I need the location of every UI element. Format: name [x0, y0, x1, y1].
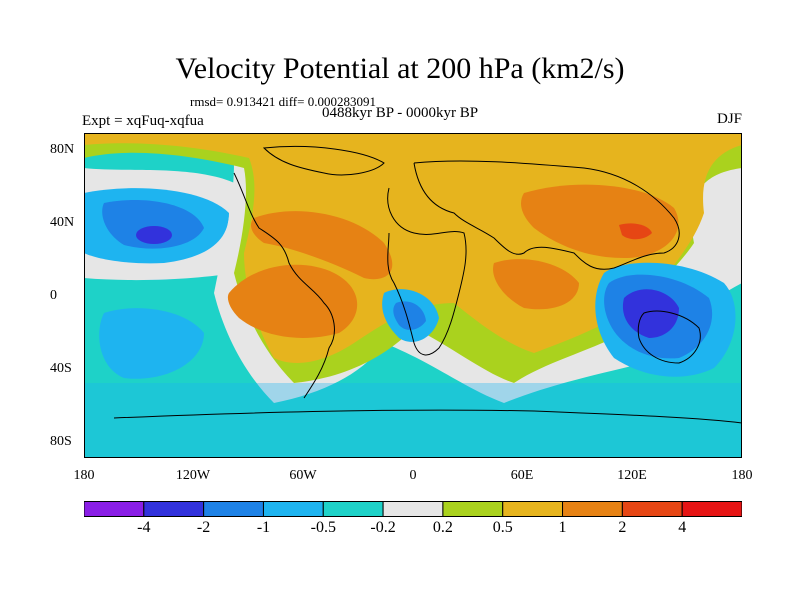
- negative-region-maritime-core: [622, 289, 679, 338]
- colorbar-label: -0.2: [370, 519, 396, 536]
- x-tick: 180: [731, 468, 753, 483]
- colorbar-box: [84, 501, 145, 517]
- y-tick: 0: [50, 288, 57, 303]
- colorbar-box: [322, 501, 384, 517]
- colorbar-box: [502, 501, 564, 517]
- colorbar-box: [262, 501, 324, 517]
- positive-region-strong-indian-ocean: [493, 259, 579, 310]
- colorbar-box: [562, 501, 623, 517]
- positive-region-strong-south-america: [227, 264, 358, 338]
- x-tick: 120E: [617, 468, 647, 483]
- y-tick: 40N: [50, 215, 75, 230]
- season-label: DJF: [716, 111, 742, 127]
- period-label: 0488kyr BP - 0000kyr BP: [322, 105, 479, 121]
- x-tick: 180: [73, 468, 95, 483]
- positive-region-strong-asia: [521, 184, 679, 258]
- colorbar-box: [681, 501, 742, 517]
- positive-region-strong-africa: [251, 211, 393, 280]
- stats-text: rmsd= 0.913421 diff= 0.000283091: [190, 94, 376, 109]
- negative-region-south-pacific: [99, 308, 204, 379]
- velocity-potential-map: [84, 133, 742, 458]
- x-tick: 60E: [510, 468, 534, 483]
- x-tick: 120W: [175, 468, 211, 483]
- colorbar-label: 4: [678, 519, 687, 536]
- y-tick: 80N: [50, 142, 75, 157]
- colorbar-box: [143, 501, 205, 517]
- negative-region-south: [84, 383, 742, 458]
- x-tick: 60W: [289, 468, 317, 483]
- colorbar-label: 2: [618, 519, 627, 536]
- map-title: Velocity Potential at 200 hPa (km2/s): [175, 52, 625, 85]
- negative-region-north-pacific-core: [102, 200, 204, 249]
- colorbar-label: 0.2: [432, 519, 453, 536]
- colorbar-box: [203, 501, 264, 517]
- colorbar-label: -2: [196, 519, 211, 536]
- colorbar-box: [442, 501, 504, 517]
- x-tick: 0: [409, 468, 417, 483]
- y-tick: 80S: [50, 434, 72, 449]
- colorbar: [84, 501, 742, 517]
- positive-region-peak: [619, 223, 652, 240]
- negative-region-north-pacific-center: [136, 226, 172, 244]
- map-frame: [84, 133, 742, 458]
- colorbar-label: 0.5: [492, 519, 513, 536]
- coastlines: [113, 146, 742, 424]
- colorbar-box: [621, 501, 683, 517]
- negative-region-atlantic-core: [393, 301, 426, 330]
- colorbar-label: -0.5: [310, 519, 336, 536]
- colorbar-box: [382, 501, 444, 517]
- colorbar-label: -1: [256, 519, 271, 536]
- y-tick: 40S: [50, 361, 72, 376]
- colorbar-label: 1: [558, 519, 567, 536]
- colorbar-label: -4: [137, 519, 151, 536]
- experiment-label: Expt = xqFuq-xqfua: [82, 113, 204, 129]
